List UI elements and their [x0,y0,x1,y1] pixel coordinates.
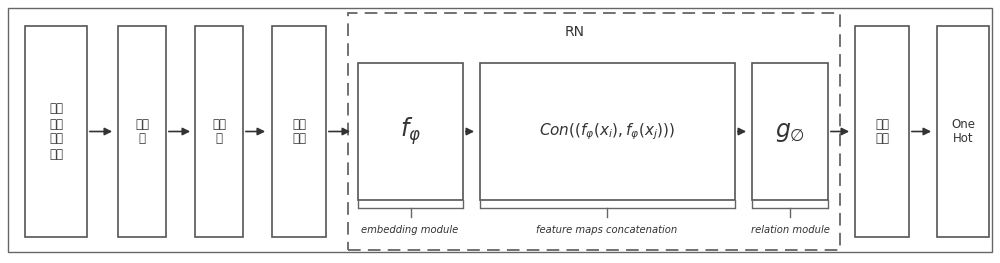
Bar [272,26,326,237]
Text: RN: RN [565,24,585,39]
Text: 特征
化: 特征 化 [212,118,226,145]
Text: $\mathit{Con}\left(\left(f_{\varphi}(x_i),f_{\varphi}(x_j)\right)\right)$: $\mathit{Con}\left(\left(f_{\varphi}(x_i… [539,121,676,142]
Bar [937,26,989,237]
Text: 数值
化: 数值 化 [135,118,149,145]
Text: $f_{\varphi}$: $f_{\varphi}$ [400,116,421,147]
Bar [25,26,87,237]
Bar [195,26,243,237]
Text: relation module: relation module [751,225,829,235]
Text: $g_{\emptyset}$: $g_{\emptyset}$ [775,119,805,144]
Text: embedding module: embedding module [361,225,459,235]
Bar [358,63,463,200]
Bar [348,13,840,250]
Text: One
Hot: One Hot [951,118,975,145]
Text: 数据
填充: 数据 填充 [292,118,306,145]
Text: 主机
系统
调用
序列: 主机 系统 调用 序列 [49,103,63,160]
Bar [752,63,828,200]
Bar [855,26,909,237]
Bar [480,63,735,200]
Text: feature maps concatenation: feature maps concatenation [536,225,678,235]
Bar [118,26,166,237]
Text: 相关
分数: 相关 分数 [875,118,889,145]
